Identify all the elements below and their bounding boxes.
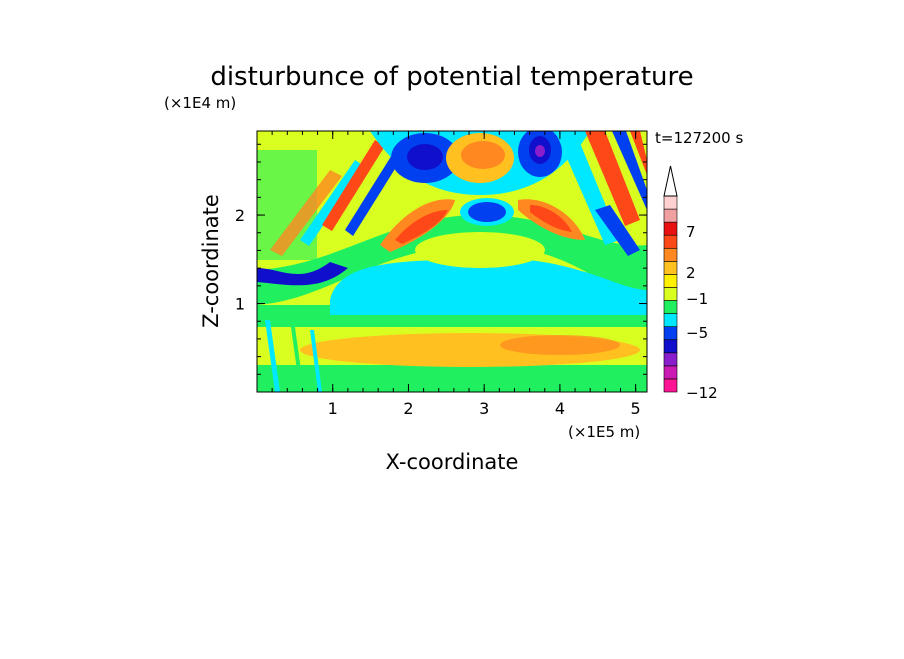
chart-title: disturbunce of potential temperature [210, 62, 693, 92]
x-tick-label: 3 [479, 399, 489, 418]
x-axis: 1 2 3 4 5 [328, 131, 641, 418]
contour-band [300, 160, 364, 246]
colorbar-tick-label: 2 [686, 264, 696, 282]
colorbar-segment [663, 287, 678, 301]
colorbar-segment [663, 365, 678, 380]
colorbar-tick-label: −5 [686, 324, 708, 342]
colorbar-segment [663, 300, 678, 314]
contour-band [461, 141, 505, 169]
contour-band [345, 150, 403, 236]
colorbar-segment [663, 313, 678, 327]
contour-band [257, 215, 647, 305]
plot-area [256, 130, 648, 393]
colorbar-tick-label: 7 [686, 223, 696, 241]
contour-band [535, 145, 545, 157]
contour-band [530, 205, 572, 232]
minor-ticks [257, 131, 647, 392]
contour-band [415, 232, 545, 268]
x-tick-label: 5 [631, 399, 641, 418]
x-tick-label: 2 [403, 399, 413, 418]
colorbar: 7 2 −1 −5 −12 [663, 165, 718, 402]
x-unit-label: (×1E5 m) [568, 423, 640, 441]
contour-band [407, 144, 443, 170]
y-axis-label: Z-coordinate [199, 194, 223, 328]
contour-band [468, 202, 506, 222]
x-tick-label: 4 [555, 399, 565, 418]
x-axis-label: X-coordinate [386, 450, 519, 474]
contour-band [322, 140, 385, 231]
contour-field [257, 131, 647, 392]
colorbar-tick-label: −12 [686, 384, 718, 402]
y-tick-label: 2 [235, 206, 245, 225]
contour-band [630, 131, 647, 175]
colorbar-segment [663, 352, 678, 367]
contour-band [612, 131, 647, 210]
contour-band [257, 262, 348, 286]
y-axis: 12 [235, 206, 647, 314]
colorbar-segment [663, 221, 678, 236]
time-label: t=127200 s [655, 129, 743, 147]
colorbar-segment [663, 326, 678, 341]
colorbar-segment [663, 208, 678, 223]
x-tick-label: 1 [328, 399, 338, 418]
colorbar-segment [663, 247, 678, 262]
contour-band [330, 258, 647, 315]
y-unit-label: (×1E4 m) [164, 94, 236, 112]
plot-frame [256, 130, 648, 393]
colorbar-segment [663, 261, 678, 275]
contour-band [290, 320, 304, 392]
contour-band [310, 330, 322, 392]
colorbar-extend-arrow [663, 165, 678, 197]
colorbar-segment [663, 234, 678, 249]
contour-band [270, 170, 342, 256]
colorbar-tick-label: −1 [686, 290, 708, 308]
colorbar-segment [663, 378, 678, 393]
colorbar-segment [663, 339, 678, 354]
contour-band [265, 320, 280, 392]
contour-band [595, 205, 640, 256]
y-tick-label: 1 [235, 295, 245, 314]
contour-band [395, 210, 448, 244]
colorbar-segment [663, 195, 678, 210]
contour-band [585, 131, 640, 226]
contour-band [257, 365, 647, 392]
colorbar-segment [663, 274, 678, 288]
contour-band [500, 335, 620, 355]
